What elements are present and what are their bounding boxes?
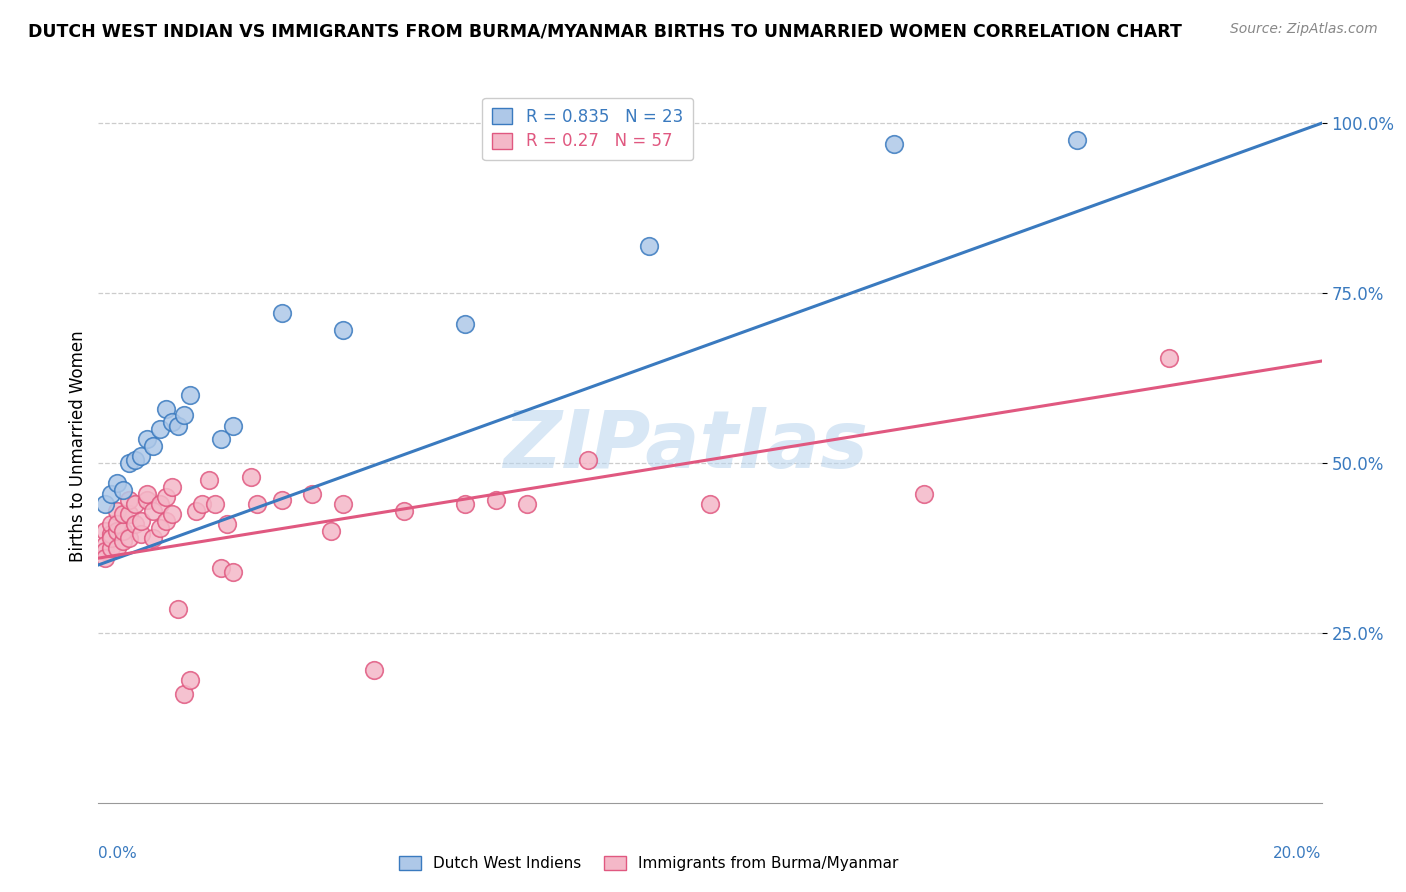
Point (100, 541, 122, 555)
Point (155, 490, 177, 504)
Point (129, 449, 152, 463)
Point (392, 503, 416, 517)
Point (105, 524, 128, 538)
Point (485, 493, 508, 508)
Point (124, 452, 146, 467)
Point (173, 409, 195, 423)
Text: Source: ZipAtlas.com: Source: ZipAtlas.com (1230, 22, 1378, 37)
Point (93, 524, 115, 538)
Point (222, 418, 245, 433)
Point (454, 497, 477, 511)
Point (179, 673, 201, 688)
Point (246, 497, 269, 511)
Point (167, 602, 190, 616)
Point (142, 531, 165, 545)
Point (186, 503, 208, 517)
Point (118, 456, 141, 470)
Point (160, 415, 183, 429)
Point (105, 517, 128, 532)
Point (93, 537, 115, 551)
Point (160, 480, 183, 494)
Point (576, 452, 599, 467)
Point (179, 388, 201, 402)
Point (93, 551, 115, 566)
Point (301, 486, 323, 500)
Point (1066, 133, 1088, 147)
Point (100, 486, 122, 500)
Point (124, 497, 146, 511)
Point (191, 497, 214, 511)
Text: 20.0%: 20.0% (1274, 846, 1322, 861)
Point (883, 136, 905, 151)
Point (111, 534, 134, 549)
Point (149, 520, 172, 534)
Point (215, 517, 238, 532)
Point (136, 493, 159, 508)
Point (912, 486, 935, 500)
Point (270, 493, 292, 508)
Point (129, 514, 152, 528)
Point (111, 483, 134, 498)
Point (149, 422, 172, 436)
Point (93, 497, 115, 511)
Point (118, 531, 141, 545)
Point (699, 497, 721, 511)
Point (136, 486, 159, 500)
Point (637, 238, 661, 252)
Point (142, 439, 165, 453)
Point (111, 524, 134, 538)
Y-axis label: Births to Unmarried Women: Births to Unmarried Women (69, 330, 87, 562)
Point (155, 514, 177, 528)
Point (118, 493, 141, 508)
Point (454, 317, 477, 331)
Point (167, 418, 190, 433)
Point (270, 306, 292, 320)
Point (332, 323, 354, 337)
Point (100, 517, 122, 532)
Point (105, 541, 128, 555)
Point (204, 497, 226, 511)
Point (155, 401, 177, 416)
Point (111, 507, 134, 521)
Point (100, 527, 122, 541)
Point (160, 507, 183, 521)
Point (363, 663, 385, 677)
Point (240, 469, 263, 483)
Point (129, 527, 152, 541)
Point (149, 497, 172, 511)
Text: ZIPatlas: ZIPatlas (503, 407, 868, 485)
Point (100, 531, 122, 545)
Point (93, 544, 115, 558)
Point (105, 476, 128, 491)
Point (209, 561, 232, 575)
Point (173, 687, 195, 701)
Text: DUTCH WEST INDIAN VS IMMIGRANTS FROM BURMA/MYANMAR BIRTHS TO UNMARRIED WOMEN COR: DUTCH WEST INDIAN VS IMMIGRANTS FROM BUR… (28, 22, 1182, 40)
Point (516, 497, 538, 511)
Point (105, 503, 128, 517)
Point (136, 432, 159, 446)
Point (319, 524, 342, 538)
Point (197, 473, 219, 487)
Point (142, 503, 165, 517)
Point (1157, 351, 1180, 365)
Legend: Dutch West Indiens, Immigrants from Burma/Myanmar: Dutch West Indiens, Immigrants from Burm… (394, 849, 904, 877)
Point (209, 432, 232, 446)
Point (332, 497, 354, 511)
Point (118, 507, 141, 521)
Point (124, 517, 146, 532)
Point (222, 565, 245, 579)
Text: 0.0%: 0.0% (98, 846, 138, 861)
